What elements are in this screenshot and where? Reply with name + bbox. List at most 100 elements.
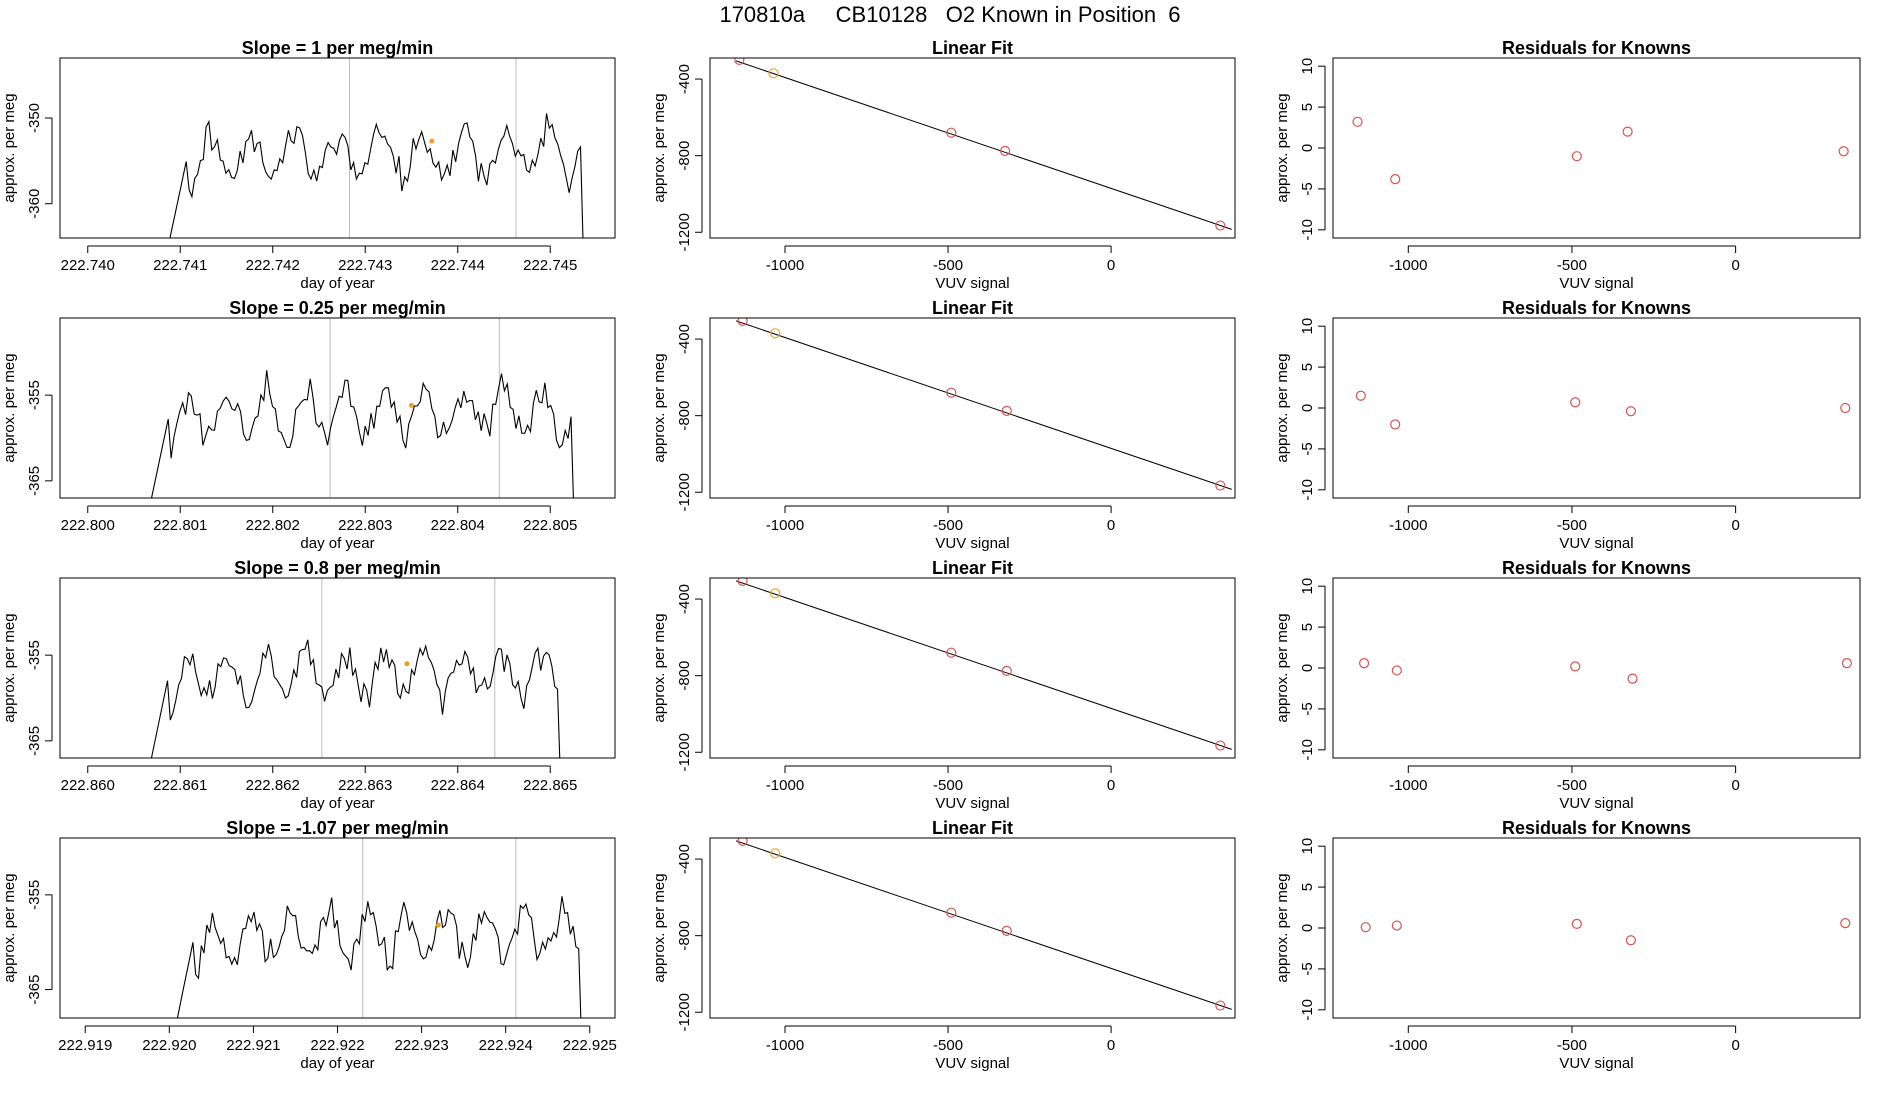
plot-area [735,318,1232,491]
plot-frame [59,837,616,1019]
data-point-2 [1390,419,1401,430]
timeseries-panel-2: Slope = 0.25 per meg/min 222.800 222.801 22… [1,298,616,552]
x-tick-label: -500 [1557,1037,1587,1054]
y-tick-label: -10 [1299,219,1316,241]
data-point-1 [1358,657,1370,669]
plot-frame [709,837,1236,1019]
x-tick-label: -500 [933,777,963,794]
y-axis-label: approx. per meg [1274,353,1291,462]
x-axis-label: VUV signal [1559,535,1633,552]
y-tick-label: 0 [1299,404,1316,412]
fit-line [735,840,1232,1010]
y-tick-label: -800 [676,141,693,171]
y-tick-label: 0 [1299,144,1316,152]
x-tick-label: 222.740 [61,257,115,274]
y-tick-label: -365 [26,726,43,756]
y-tick-label: -400 [676,324,693,354]
x-tick-label: 0 [1731,777,1739,794]
y-axis-label: approx. per meg [1,353,18,462]
data-point-5 [1215,480,1226,491]
residuals-title: Residuals for Knowns [1502,558,1691,578]
fit-title: Linear Fit [932,38,1013,58]
x-tick-label: 222.925 [563,1037,617,1054]
x-tick-label: 222.861 [153,777,207,794]
fit-title: Linear Fit [932,818,1013,838]
plot-area [150,370,574,498]
x-tick-label: -1000 [1389,517,1427,534]
y-tick-label: -800 [676,661,693,691]
y-tick-label: -1200 [676,993,693,1031]
timeseries-title: Slope = 0.8 per meg/min [234,558,441,578]
plot-frame [1332,317,1861,499]
x-tick-label: -1000 [766,257,804,274]
x-tick-label: 222.804 [431,517,485,534]
y-tick-label: -400 [676,584,693,614]
plot-frame [1332,577,1861,759]
x-tick-label: 0 [1107,257,1115,274]
x-axis-label: day of year [300,1055,374,1072]
x-tick-label: 222.919 [58,1037,112,1054]
data-point-3 [1570,397,1581,408]
y-tick-label: 5 [1299,363,1316,371]
data-point-2 [1390,173,1401,185]
data-point-3 [1570,661,1581,672]
fit-line [735,60,1232,230]
y-tick-label: -5 [1299,702,1316,715]
residuals-panel-3: Residuals for Knowns -1000 -500 0 VUV signal… [1274,558,1861,812]
data-point-5 [1215,220,1226,231]
y-tick-label: -5 [1299,962,1316,975]
signal-trace [150,639,561,758]
data-point-4 [1625,406,1636,417]
x-tick-label: 222.922 [310,1037,364,1054]
data-point-3 [1571,918,1582,930]
y-tick-label: -1200 [676,733,693,771]
x-axis-label: day of year [300,535,374,552]
x-tick-label: 222.743 [338,257,392,274]
y-tick-label: -10 [1299,739,1316,761]
data-point-4 [1627,673,1638,684]
data-point-1 [737,578,748,586]
x-axis-label: VUV signal [935,275,1009,292]
data-point-5 [1841,657,1853,669]
x-tick-label: 222.923 [394,1037,448,1054]
x-tick-label: 0 [1107,517,1115,534]
data-point-3 [946,387,957,398]
y-tick-label: -800 [676,401,693,431]
known-marker [429,138,435,144]
y-tick-label: -365 [26,975,43,1005]
residuals-title: Residuals for Knowns [1502,818,1691,838]
data-point-2 [1391,665,1402,676]
fit-panel-3: Linear Fit -1000 -500 0 VUV signal -400 -800 -1… [651,558,1236,812]
residuals-title: Residuals for Knowns [1502,298,1691,318]
timeseries-panel-4: Slope = -1.07 per meg/min 222.919 222.920 2… [1,818,617,1072]
known-marker [404,661,410,667]
page-title: 170810a CB10128 O2 Known in Position 6 [719,2,1181,27]
y-tick-label: 5 [1299,103,1316,111]
timeseries-title: Slope = 1 per meg/min [242,38,434,58]
y-axis-label: approx. per meg [1,873,18,982]
y-tick-label: 5 [1299,623,1316,631]
data-point-2 [770,848,781,859]
y-tick-label: -400 [676,844,693,874]
y-tick-label: -800 [676,921,693,951]
data-point-4 [1625,935,1636,946]
data-point-2 [770,328,781,339]
y-axis-label: approx. per meg [1274,613,1291,722]
x-tick-label: 0 [1731,517,1739,534]
residuals-panel-4: Residuals for Knowns -1000 -500 0 VUV signal… [1274,818,1861,1072]
x-tick-label: -1000 [1389,777,1427,794]
data-point-2 [1391,920,1402,931]
x-tick-label: -1000 [1389,257,1427,274]
y-tick-label: -365 [26,466,43,496]
x-tick-label: -1000 [766,1037,804,1054]
plot-frame [59,317,616,499]
x-tick-label: 222.800 [61,517,115,534]
y-axis-label: approx. per meg [1274,93,1291,202]
y-tick-label: -1200 [676,473,693,511]
x-axis-label: VUV signal [935,795,1009,812]
data-point-3 [946,647,957,658]
x-tick-label: 222.865 [523,777,577,794]
data-point-5 [1215,1000,1226,1011]
plot-area [1358,657,1853,684]
plot-area [735,578,1232,751]
